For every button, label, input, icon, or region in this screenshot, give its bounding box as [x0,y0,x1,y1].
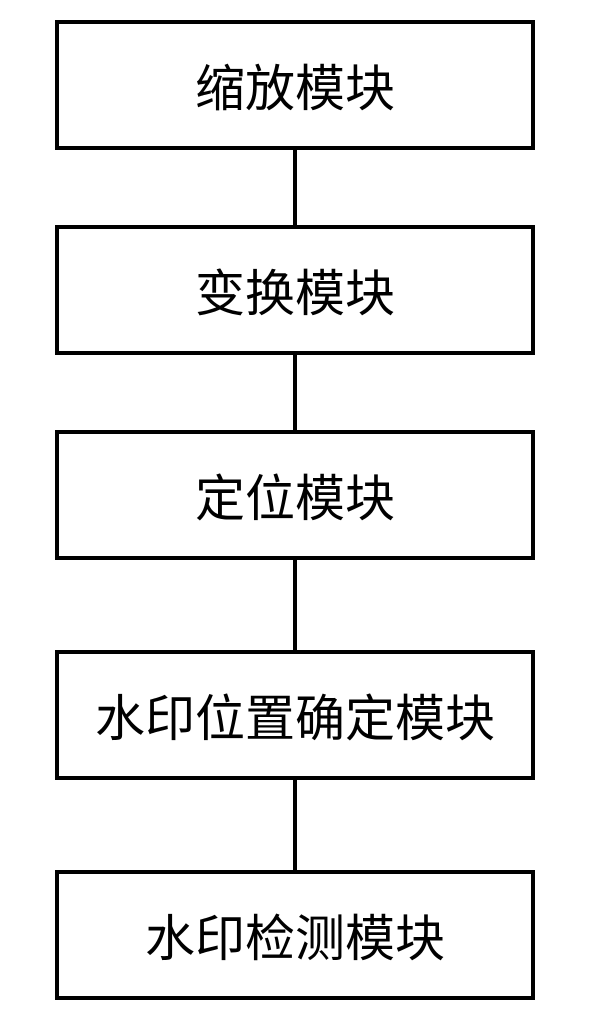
flowchart-diagram: 缩放模块 变换模块 定位模块 水印位置确定模块 水印检测模块 [0,0,589,1032]
node-watermark-detect-module: 水印检测模块 [55,870,535,1000]
edge-n2-n3 [293,355,297,430]
edge-n3-n4 [293,560,297,650]
node-label: 定位模块 [195,459,395,531]
node-label: 水印检测模块 [145,899,445,971]
node-transform-module: 变换模块 [55,225,535,355]
edge-n4-n5 [293,780,297,870]
node-label: 水印位置确定模块 [95,679,495,751]
node-label: 变换模块 [195,254,395,326]
node-watermark-position-module: 水印位置确定模块 [55,650,535,780]
node-locate-module: 定位模块 [55,430,535,560]
node-scale-module: 缩放模块 [55,20,535,150]
edge-n1-n2 [293,150,297,225]
node-label: 缩放模块 [195,49,395,121]
